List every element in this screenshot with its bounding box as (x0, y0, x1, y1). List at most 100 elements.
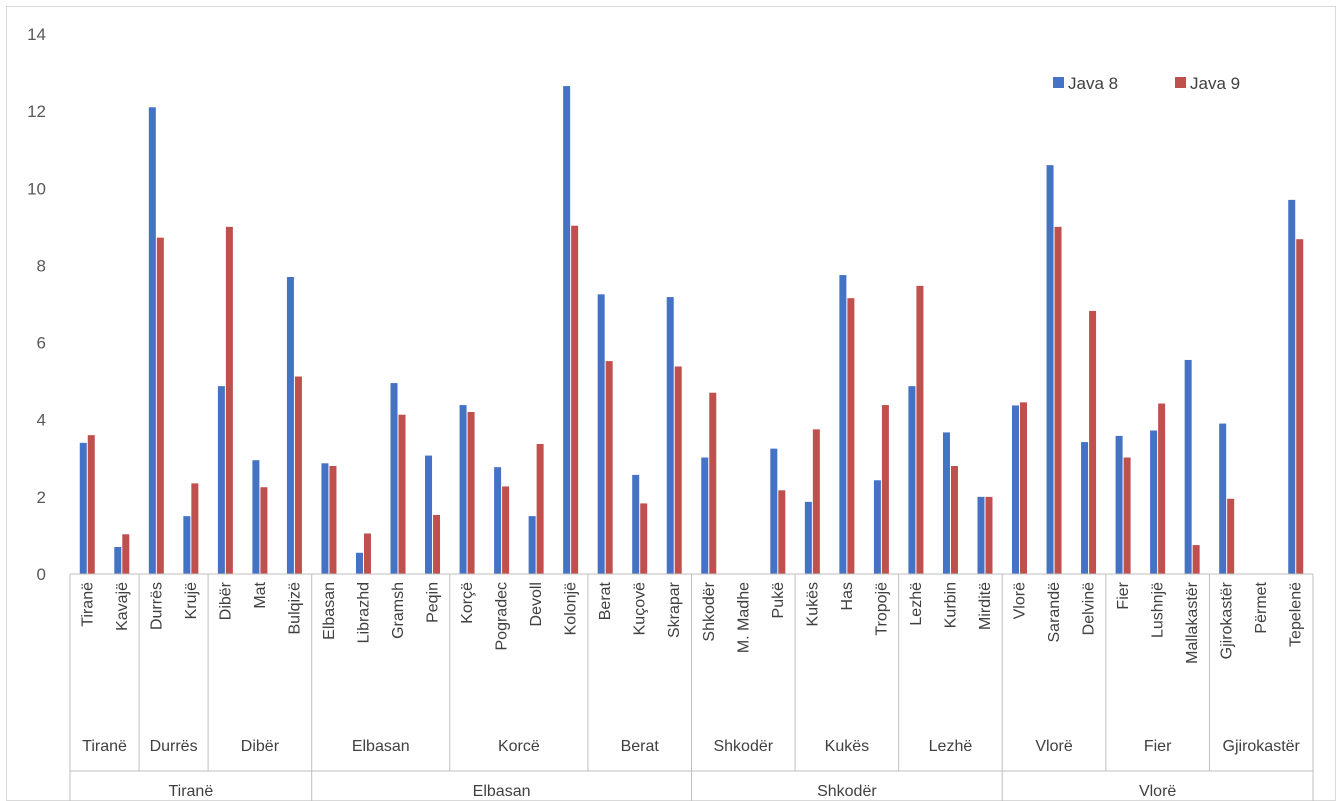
category-label: Krujë (183, 582, 200, 619)
bar-java-8 (148, 107, 156, 575)
bar-java-9 (260, 487, 268, 574)
bar-java-8 (321, 463, 329, 574)
bar-java-9 (363, 533, 371, 574)
y-tick-label: 4 (37, 411, 46, 430)
bar-java-8 (977, 496, 985, 574)
bar-java-8 (252, 460, 260, 574)
category-label: Kurbin (942, 582, 959, 628)
bar-java-8 (942, 432, 950, 574)
group-label: Tiranë (82, 738, 127, 755)
bar-java-9 (1296, 239, 1304, 574)
category-label: Berat (597, 581, 614, 620)
category-label: Tepelenë (1288, 582, 1305, 647)
legend-label: Java 9 (1190, 74, 1240, 93)
group-label: Dibër (241, 738, 280, 755)
category-label: Lushnjë (1150, 582, 1167, 638)
category-label: Mirditë (977, 582, 994, 630)
bar-java-8 (1288, 199, 1296, 574)
group-label: Shkodër (713, 738, 773, 755)
bar-java-9 (329, 466, 337, 574)
category-label: Dibër (217, 581, 234, 620)
y-tick-label: 10 (27, 179, 46, 198)
bar-java-9 (1020, 402, 1028, 574)
bar-java-8 (1115, 435, 1123, 574)
bar-java-9 (674, 366, 682, 574)
bar-java-9 (985, 496, 993, 574)
bar-java-8 (494, 467, 502, 574)
bar-java-9 (571, 225, 579, 574)
bar-java-9 (294, 376, 302, 574)
category-label: Devoll (528, 582, 545, 626)
bar-java-8 (701, 457, 709, 574)
bar-java-8 (666, 297, 674, 574)
legend-swatch (1053, 77, 1064, 88)
category-label: Pogradec (494, 582, 511, 651)
y-tick-label: 2 (37, 488, 46, 507)
category-label: Fier (1115, 581, 1132, 609)
legend-swatch (1175, 77, 1186, 88)
bar-java-9 (1158, 403, 1166, 574)
bar-java-8 (1150, 430, 1158, 574)
bar-java-8 (770, 448, 778, 574)
category-label: Lezhë (908, 582, 925, 626)
category-label: Pukë (770, 582, 787, 619)
category-label: Skrapar (666, 581, 683, 638)
bar-java-9 (1089, 310, 1097, 574)
bar-java-9 (1054, 226, 1062, 574)
bar-java-8 (390, 383, 398, 574)
region-label: Elbasan (473, 783, 531, 800)
bar-java-8 (286, 277, 294, 574)
bar-java-8 (1012, 405, 1020, 574)
bar-java-9 (847, 298, 855, 574)
y-tick-label: 8 (37, 256, 46, 275)
bar-java-8 (425, 455, 433, 574)
bars (79, 86, 1304, 575)
group-label: Vlorë (1035, 738, 1072, 755)
category-label: Tiranë (79, 582, 96, 627)
bar-java-9 (122, 534, 130, 574)
group-label: Durrës (150, 738, 198, 755)
bar-java-9 (812, 429, 820, 574)
bar-java-8 (1184, 359, 1192, 574)
bar-java-8 (804, 501, 812, 574)
bar-java-8 (459, 405, 467, 574)
category-label: Kuçovë (632, 582, 649, 635)
category-label: Kukës (804, 582, 821, 626)
category-label: Mat (252, 581, 269, 608)
bar-java-8 (183, 516, 191, 574)
region-label: Vlorë (1139, 783, 1176, 800)
category-label: Shkodër (701, 581, 718, 641)
bar-java-9 (467, 412, 475, 574)
category-label: Elbasan (321, 582, 338, 640)
bar-java-9 (709, 392, 717, 574)
group-label: Lezhë (929, 738, 973, 755)
y-tick-label: 14 (27, 25, 46, 44)
bar-java-9 (156, 237, 164, 574)
category-label: Sarandë (1046, 582, 1063, 643)
category-label: M. Madhe (735, 582, 752, 653)
bar-java-9 (225, 226, 233, 574)
category-label: Kavajë (114, 582, 131, 631)
bar-java-8 (1219, 423, 1227, 574)
category-label: Delvinë (1081, 582, 1098, 635)
category-label: Përmet (1253, 581, 1270, 633)
bar-java-8 (632, 474, 640, 574)
bar-java-8 (355, 552, 363, 574)
category-label: Gramsh (390, 582, 407, 639)
group-label: Gjirokastër (1223, 738, 1301, 755)
bar-java-8 (1046, 165, 1054, 574)
bar-java-8 (839, 275, 847, 574)
category-label: Mallakastër (1184, 581, 1201, 663)
legend-label: Java 8 (1068, 74, 1118, 93)
category-label: Tropojë (873, 582, 890, 636)
category-label: Kolonjë (563, 582, 580, 635)
category-label: Vlorë (1012, 582, 1029, 619)
category-label: Korçë (459, 582, 476, 624)
y-tick-label: 0 (37, 565, 46, 584)
category-label: Gjirokastër (1219, 581, 1236, 659)
region-label: Tiranë (168, 783, 213, 800)
bar-java-8 (79, 442, 87, 574)
bar-java-9 (605, 361, 613, 574)
region-label: Shkodër (817, 783, 877, 800)
